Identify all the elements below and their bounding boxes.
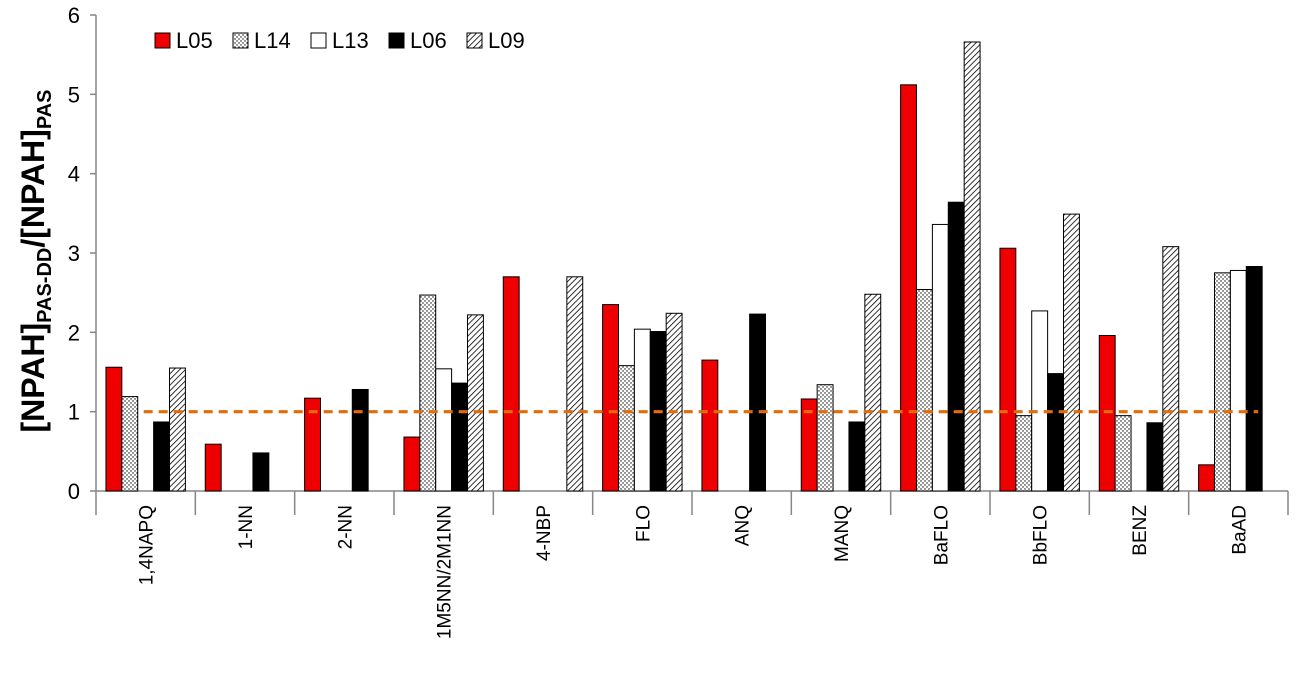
bar-l14-3 — [419, 294, 437, 492]
bar-l05-9 — [999, 247, 1017, 492]
bar-l14-8 — [915, 288, 933, 492]
bar-l14-9 — [1015, 415, 1033, 492]
bar-l05-2 — [304, 397, 321, 492]
bar-l06-9 — [1047, 373, 1065, 492]
x-tick-label: 4-NBP — [534, 505, 555, 561]
legend-label-l06: L06 — [410, 28, 447, 53]
x-tick-label: FLO — [633, 505, 654, 542]
bar-l05-0 — [105, 366, 123, 492]
bar-l06-8 — [947, 201, 965, 492]
y-axis-title-segment: [NPAH] — [15, 323, 51, 433]
bar-l14-7 — [816, 384, 834, 492]
bar-l05-11 — [1198, 464, 1215, 492]
bar-l06-0 — [153, 421, 171, 492]
x-tick-label: MANQ — [832, 505, 853, 562]
legend-swatch-l06 — [388, 32, 405, 49]
y-axis-title-subscript: PAS-DD — [34, 248, 56, 323]
y-axis-title-subscript: PAS — [34, 90, 56, 130]
y-tick-label: 6 — [68, 3, 80, 28]
bar-l09-3 — [467, 314, 484, 492]
bar-l09-4 — [566, 276, 584, 492]
bar-l14-0 — [121, 396, 139, 492]
legend-swatch-l05 — [154, 32, 171, 49]
x-tick-label: 1M5NN/2M1NN — [435, 505, 456, 639]
bars — [105, 41, 1263, 492]
y-tick-label: 1 — [68, 400, 80, 425]
y-axis-title-text: [NPAH]PAS-DD/[NPAH]PAS — [15, 90, 56, 433]
bar-l06-2 — [351, 388, 369, 492]
bar-l06-11 — [1245, 265, 1263, 492]
y-tick-label: 3 — [68, 241, 80, 266]
legend: L05 L14 L13 L06 L09 — [154, 28, 525, 53]
bar-l06-10 — [1146, 422, 1164, 492]
y-tick-label: 2 — [68, 320, 80, 345]
x-tick-label: 1-NN — [236, 505, 257, 549]
x-tick-label: BaFLO — [931, 505, 952, 565]
y-axis-title-segment: /[NPAH] — [15, 129, 51, 248]
x-tick-label: BbFLO — [1031, 505, 1052, 565]
x-tick-label: 2-NN — [335, 505, 356, 549]
y-axis-ticks: 0 1 2 3 4 5 6 — [68, 3, 96, 504]
bar-l09-8 — [963, 41, 981, 492]
bar-l06-3 — [451, 382, 469, 492]
y-tick-label: 4 — [68, 162, 80, 187]
bar-l09-7 — [864, 293, 882, 492]
bar-l06-1 — [252, 452, 270, 492]
bar-l13-8 — [931, 223, 949, 492]
bar-l13-9 — [1031, 310, 1049, 492]
bar-l06-7 — [848, 421, 866, 492]
y-axis-title: [NPAH]PAS-DD/[NPAH]PAS — [15, 90, 56, 433]
legend-swatch-l14 — [232, 32, 249, 49]
x-tick-label: ANQ — [733, 505, 754, 546]
bar-l09-5 — [665, 312, 683, 492]
bar-l13-11 — [1229, 269, 1247, 492]
x-tick-label: 1,4NAPQ — [137, 505, 158, 585]
bar-l05-1 — [204, 443, 222, 492]
legend-swatch-l09 — [466, 32, 483, 49]
bar-l09-0 — [169, 367, 186, 492]
category-labels: 1,4NAPQ 1-NN 2-NN 1M5NN/2M1NN 4-NBP FLO ANQ MAN… — [137, 505, 1251, 639]
bar-l05-6 — [701, 359, 719, 492]
legend-label-l05: L05 — [176, 28, 213, 53]
bar-l05-8 — [900, 84, 917, 492]
legend-swatch-l13 — [310, 32, 327, 49]
bar-l05-5 — [602, 304, 619, 492]
bar-l09-10 — [1162, 246, 1180, 492]
x-tick-label: BENZ — [1130, 505, 1151, 556]
bar-l05-3 — [403, 436, 421, 492]
legend-label-l14: L14 — [254, 28, 291, 53]
y-tick-label: 0 — [68, 479, 80, 504]
bar-l14-11 — [1213, 272, 1231, 492]
x-tick-label: BaAD — [1229, 505, 1250, 555]
legend-label-l13: L13 — [332, 28, 369, 53]
bar-l14-5 — [617, 365, 635, 492]
bar-l09-9 — [1063, 213, 1080, 492]
legend-label-l09: L09 — [488, 28, 525, 53]
bar-l06-6 — [749, 313, 767, 492]
bar-l14-10 — [1114, 415, 1132, 492]
bar-l05-4 — [502, 276, 520, 492]
y-tick-label: 5 — [68, 82, 80, 107]
bar-l13-3 — [435, 368, 453, 492]
